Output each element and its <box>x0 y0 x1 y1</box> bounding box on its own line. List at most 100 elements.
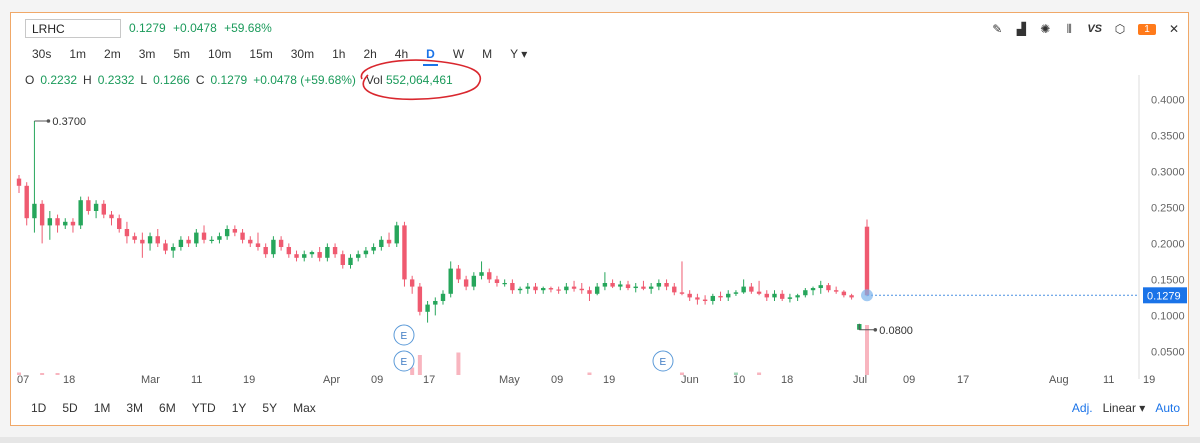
interval-3[interactable]: 3m <box>138 47 156 61</box>
change-value: +0.0478 (+59.68%) <box>253 73 356 87</box>
candle-body <box>803 290 808 296</box>
range-8[interactable]: Max <box>293 401 316 415</box>
candle-body <box>756 291 762 294</box>
y-tick-label: 0.3000 <box>1151 166 1185 178</box>
candle-body <box>178 239 184 247</box>
x-tick-label: Apr <box>323 374 340 386</box>
volume-bar <box>865 325 869 375</box>
candle-body <box>780 293 785 299</box>
range-4[interactable]: 6M <box>159 401 176 415</box>
symbol-input[interactable]: LRHC <box>25 19 121 38</box>
volume-readout: Vol 552,064,461 <box>360 59 482 101</box>
scale-dropdown[interactable]: Linear ▾ <box>1102 401 1146 415</box>
range-3[interactable]: 3M <box>126 401 144 415</box>
candle-body <box>132 236 137 240</box>
volume-bar <box>456 352 461 375</box>
volume-bar <box>17 372 21 375</box>
close-label: C <box>195 73 205 87</box>
candle-body <box>32 203 37 219</box>
x-tick-label: Mar <box>141 374 160 386</box>
last-price: 0.1279 <box>129 21 166 35</box>
candle-body <box>394 225 399 244</box>
scale-controls: Adj. Linear ▾ Auto <box>1072 401 1180 415</box>
annotation-circle <box>360 59 482 101</box>
candle-body <box>787 297 793 299</box>
candle-body <box>163 243 168 251</box>
last-price-dot <box>861 289 873 302</box>
candle-body <box>764 293 769 298</box>
x-tick-label: 09 <box>371 374 383 386</box>
volume-bar <box>733 372 738 375</box>
candle-body <box>86 200 91 211</box>
x-tick-label: Aug <box>1049 374 1069 386</box>
candle-body <box>733 292 739 294</box>
pencil-icon[interactable]: ✎ <box>992 22 1003 36</box>
candle-body <box>16 178 22 186</box>
price-chart[interactable]: 0.4000 0.3500 0.3000 0.2500 0.2000 0.1500 0.10… <box>11 13 1188 425</box>
interval-13[interactable]: M <box>482 47 493 61</box>
range-5[interactable]: YTD <box>191 401 216 415</box>
candle-body <box>340 254 345 265</box>
auto-scale-button[interactable]: Auto <box>1155 401 1180 415</box>
range-1[interactable]: 5D <box>62 401 78 415</box>
candle-body <box>140 239 145 244</box>
candle-body <box>240 232 245 240</box>
close-icon[interactable]: ✕ <box>1168 22 1180 36</box>
badge-icon[interactable]: 1 <box>1138 23 1156 35</box>
settings-icon[interactable]: ⬡ <box>1114 22 1126 36</box>
interval-4[interactable]: 5m <box>173 47 191 61</box>
close-value: 0.1279 <box>210 73 248 87</box>
open-value: 0.2232 <box>40 73 78 87</box>
interval-7[interactable]: 30m <box>290 47 315 61</box>
interval-9[interactable]: 2h <box>363 47 377 61</box>
x-tick-label: 18 <box>63 374 75 386</box>
candle-body <box>402 225 407 280</box>
range-2[interactable]: 1M <box>93 401 111 415</box>
interval-2[interactable]: 2m <box>104 47 121 61</box>
candle-body <box>602 283 608 287</box>
candle-body <box>487 272 492 280</box>
candle-body <box>479 272 484 276</box>
x-tick-label: 09 <box>551 374 563 386</box>
chart-panel: LRHC 0.1279 +0.0478 +59.68% ✎ ▟ ✺ ⫴ VS ⬡… <box>10 12 1189 426</box>
vs-icon[interactable]: VS <box>1087 23 1102 35</box>
interval-14[interactable]: Y ▾ <box>510 47 528 61</box>
candle-body <box>124 229 130 237</box>
x-tick-label: 17 <box>423 374 435 386</box>
candle-body <box>24 185 29 219</box>
x-tick-label: 19 <box>603 374 615 386</box>
interval-5[interactable]: 10m <box>208 47 232 61</box>
y-tick-label: 0.2000 <box>1151 238 1185 250</box>
range-6[interactable]: 1Y <box>231 401 247 415</box>
candle-body <box>795 295 800 298</box>
candles-icon[interactable]: ⫴ <box>1066 21 1072 36</box>
candle-body <box>47 218 53 226</box>
candle-body <box>710 295 716 301</box>
range-7[interactable]: 5Y <box>262 401 278 415</box>
candle-body <box>317 252 322 258</box>
interval-12[interactable]: W <box>452 47 465 61</box>
interval-11[interactable]: D <box>417 47 444 66</box>
earnings-label: E <box>401 357 408 368</box>
interval-10[interactable]: 4h <box>394 47 409 61</box>
candle-body <box>39 203 45 226</box>
candle-body <box>217 236 222 240</box>
y-tick-label: 0.0500 <box>1151 346 1185 358</box>
bulb-icon[interactable]: ✺ <box>1040 22 1051 36</box>
earnings-label: E <box>660 357 667 368</box>
interval-1[interactable]: 1m <box>69 47 87 61</box>
adj-toggle[interactable]: Adj. <box>1071 401 1093 415</box>
earnings-marker <box>393 350 415 372</box>
candle-body <box>695 297 700 300</box>
candle-body <box>510 283 515 291</box>
chart-icon[interactable]: ▟ <box>1016 22 1026 36</box>
candle-body <box>625 284 631 289</box>
candle-body <box>248 239 253 244</box>
candle-body <box>224 229 230 237</box>
x-tick-label: Jul <box>853 374 867 386</box>
interval-6[interactable]: 15m <box>249 47 273 61</box>
interval-0[interactable]: 30s <box>32 47 52 61</box>
interval-8[interactable]: 1h <box>332 47 346 61</box>
range-0[interactable]: 1D <box>31 401 47 415</box>
high-marker-dot <box>46 119 51 123</box>
